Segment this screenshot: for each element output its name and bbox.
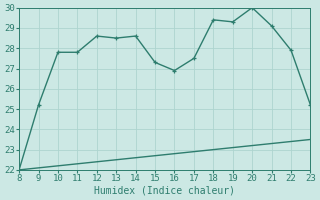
X-axis label: Humidex (Indice chaleur): Humidex (Indice chaleur) xyxy=(94,186,235,196)
